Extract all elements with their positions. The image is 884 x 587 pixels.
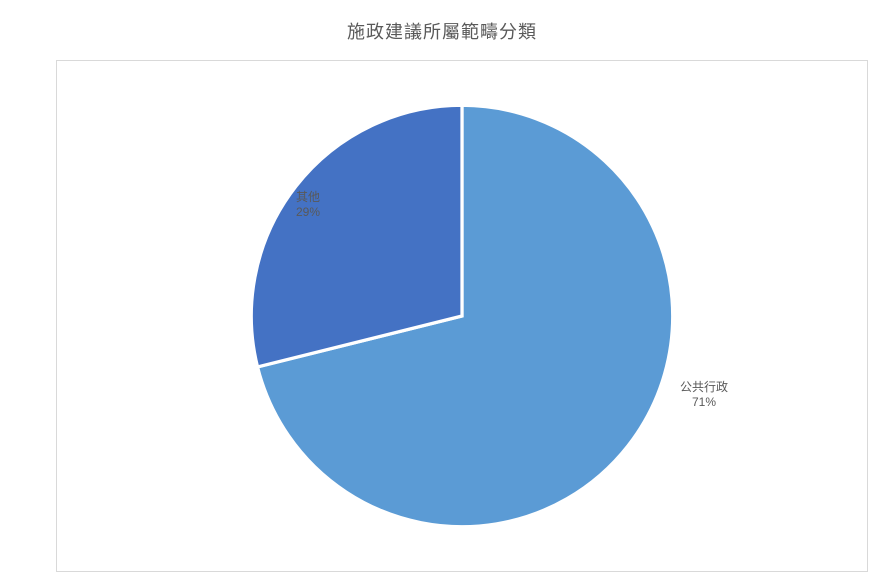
slice-label-1: 其他29% bbox=[296, 190, 320, 220]
slice-label-name: 公共行政 bbox=[680, 380, 728, 395]
slice-label-percent: 71% bbox=[680, 395, 728, 410]
chart-container: 施政建議所屬範疇分類 公共行政71% 其他29% bbox=[0, 0, 884, 587]
slice-label-percent: 29% bbox=[296, 205, 320, 220]
pie-chart bbox=[247, 101, 677, 531]
slice-label-0: 公共行政71% bbox=[680, 380, 728, 410]
slice-label-name: 其他 bbox=[296, 190, 320, 205]
pie-wrap bbox=[247, 101, 677, 531]
plot-area bbox=[56, 60, 868, 572]
chart-title: 施政建議所屬範疇分類 bbox=[0, 18, 884, 44]
